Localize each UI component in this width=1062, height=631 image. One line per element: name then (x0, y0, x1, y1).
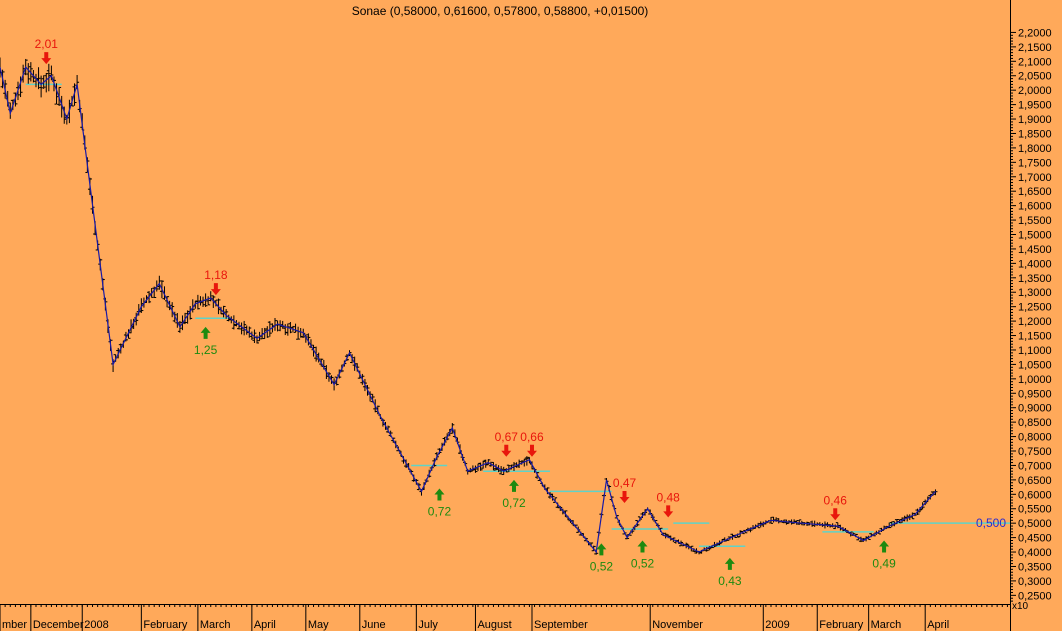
buy-arrow-icon (434, 488, 445, 501)
buy-signal-label: 0,43 (718, 574, 742, 588)
x-month-label: April (927, 619, 949, 631)
y-tick-label: 0,4000 (1018, 547, 1052, 559)
y-tick-label: 1,2500 (1018, 302, 1052, 314)
x-month-label: November (652, 619, 703, 631)
buy-arrow-icon (508, 479, 519, 492)
y-tick-label: 1,0000 (1018, 374, 1052, 386)
sell-arrow-icon (526, 444, 537, 457)
buy-signal-label: 0,52 (590, 559, 614, 573)
y-tick-label: 1,0500 (1018, 359, 1052, 371)
sell-signal-label: 0,67 (495, 430, 519, 444)
y-tick-label: 0,6000 (1018, 489, 1052, 501)
y-tick-label: 0,5500 (1018, 504, 1052, 516)
y-tick-label: 0,9000 (1018, 403, 1052, 415)
y-tick-label: 1,7000 (1018, 172, 1052, 184)
sell-arrow-icon (830, 508, 841, 521)
x-month-label: May (308, 619, 329, 631)
x-month-label: December (33, 619, 84, 631)
buy-arrow-icon (596, 543, 607, 556)
sell-signal-label: 1,18 (204, 268, 228, 282)
y-tick-label: 1,2000 (1018, 316, 1052, 328)
y-tick-label: 1,5500 (1018, 215, 1052, 227)
y-axis-multiplier: x10 (1012, 601, 1029, 612)
sell-signal-label: 0,46 (824, 493, 848, 507)
x-month-label: September (534, 619, 588, 631)
y-axis-panel (1010, 0, 1062, 631)
y-tick-label: 1,3000 (1018, 287, 1052, 299)
y-tick-label: 1,1500 (1018, 331, 1052, 343)
y-tick-label: 1,6000 (1018, 201, 1052, 213)
buy-signal-label: 0,72 (502, 496, 526, 510)
y-tick-label: 0,7500 (1018, 446, 1052, 458)
buy-signal-label: 0,49 (872, 556, 896, 570)
y-tick-label: 1,4000 (1018, 258, 1052, 270)
x-month-label: 2009 (765, 619, 789, 631)
y-tick-label: 1,8500 (1018, 128, 1052, 140)
y-tick-label: 1,7500 (1018, 157, 1052, 169)
y-tick-label: 0,3500 (1018, 561, 1052, 573)
sell-arrow-icon (619, 490, 630, 503)
x-month-label: February (819, 619, 864, 631)
y-tick-label: 0,8000 (1018, 432, 1052, 444)
y-tick-label: 0,5000 (1018, 518, 1052, 530)
buy-arrow-icon (879, 540, 890, 553)
y-tick-label: 0,6500 (1018, 475, 1052, 487)
x-month-label: June (362, 619, 386, 631)
zigzag-line (0, 65, 936, 554)
x-month-label: April (254, 619, 276, 631)
x-month-label: July (418, 619, 438, 631)
x-month-label: March (871, 619, 902, 631)
y-tick-label: 0,7000 (1018, 460, 1052, 472)
buy-signal-label: 1,25 (194, 343, 218, 357)
sell-signal-label: 0,47 (613, 476, 637, 490)
y-tick-label: 1,6500 (1018, 186, 1052, 198)
x-month-label: March (200, 619, 231, 631)
sell-signal-label: 0,48 (657, 490, 681, 504)
buy-arrow-icon (637, 540, 648, 553)
y-tick-label: 1,8000 (1018, 143, 1052, 155)
buy-arrow-icon (724, 557, 735, 570)
buy-signal-label: 0,72 (428, 505, 452, 519)
y-tick-label: 1,4500 (1018, 244, 1052, 256)
sell-signal-label: 2,01 (35, 37, 59, 51)
y-tick-label: 2,0500 (1018, 71, 1052, 83)
sell-signal-label: 0,66 (520, 430, 544, 444)
y-tick-label: 1,1000 (1018, 345, 1052, 357)
y-tick-label: 2,1000 (1018, 56, 1052, 68)
buy-arrow-icon (200, 326, 211, 339)
sell-arrow-icon (501, 444, 512, 457)
y-tick-label: 1,9000 (1018, 114, 1052, 126)
y-tick-label: 0,4500 (1018, 533, 1052, 545)
y-tick-label: 2,0000 (1018, 85, 1052, 97)
y-tick-label: 0,9500 (1018, 388, 1052, 400)
y-tick-label: 0,8500 (1018, 417, 1052, 429)
buy-signal-label: 0,52 (631, 556, 655, 570)
y-tick-label: 0,3000 (1018, 576, 1052, 588)
x-month-label: February (143, 619, 188, 631)
y-tick-label: 2,2000 (1018, 27, 1052, 39)
x-axis-panel (0, 604, 1010, 631)
y-tick-label: 1,5000 (1018, 230, 1052, 242)
x-month-label: 2008 (84, 619, 108, 631)
sell-arrow-icon (41, 52, 52, 65)
x-month-label: August (477, 619, 511, 631)
sell-arrow-icon (210, 283, 221, 296)
last-value-label: 0,500 (976, 516, 1006, 530)
sell-arrow-icon (663, 505, 674, 518)
chart-title: Sonae (0,58000, 0,61600, 0,57800, 0,5880… (352, 4, 649, 18)
x-month-label: mber (2, 619, 27, 631)
y-tick-label: 1,3500 (1018, 273, 1052, 285)
y-tick-label: 2,1500 (1018, 42, 1052, 54)
y-tick-label: 0,2500 (1018, 590, 1052, 602)
y-tick-label: 1,9500 (1018, 100, 1052, 112)
